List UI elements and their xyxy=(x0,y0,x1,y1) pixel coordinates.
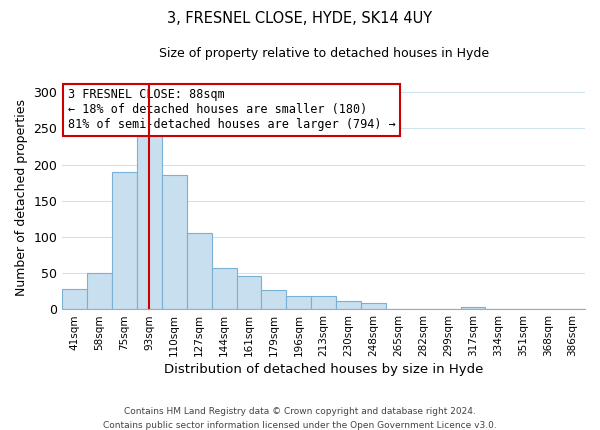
X-axis label: Distribution of detached houses by size in Hyde: Distribution of detached houses by size … xyxy=(164,363,484,376)
Bar xyxy=(187,233,212,309)
Bar xyxy=(212,268,236,309)
Bar xyxy=(87,273,112,309)
Bar xyxy=(336,301,361,309)
Bar xyxy=(361,303,386,309)
Bar xyxy=(311,295,336,309)
Bar xyxy=(137,132,162,309)
Text: Contains HM Land Registry data © Crown copyright and database right 2024.
Contai: Contains HM Land Registry data © Crown c… xyxy=(103,407,497,430)
Y-axis label: Number of detached properties: Number of detached properties xyxy=(15,99,28,296)
Bar xyxy=(461,307,485,309)
Bar xyxy=(262,290,286,309)
Title: Size of property relative to detached houses in Hyde: Size of property relative to detached ho… xyxy=(158,47,489,60)
Bar xyxy=(162,175,187,309)
Text: 3 FRESNEL CLOSE: 88sqm
← 18% of detached houses are smaller (180)
81% of semi-de: 3 FRESNEL CLOSE: 88sqm ← 18% of detached… xyxy=(68,89,395,132)
Bar xyxy=(236,276,262,309)
Bar xyxy=(62,289,87,309)
Bar xyxy=(112,172,137,309)
Bar xyxy=(286,295,311,309)
Text: 3, FRESNEL CLOSE, HYDE, SK14 4UY: 3, FRESNEL CLOSE, HYDE, SK14 4UY xyxy=(167,11,433,26)
